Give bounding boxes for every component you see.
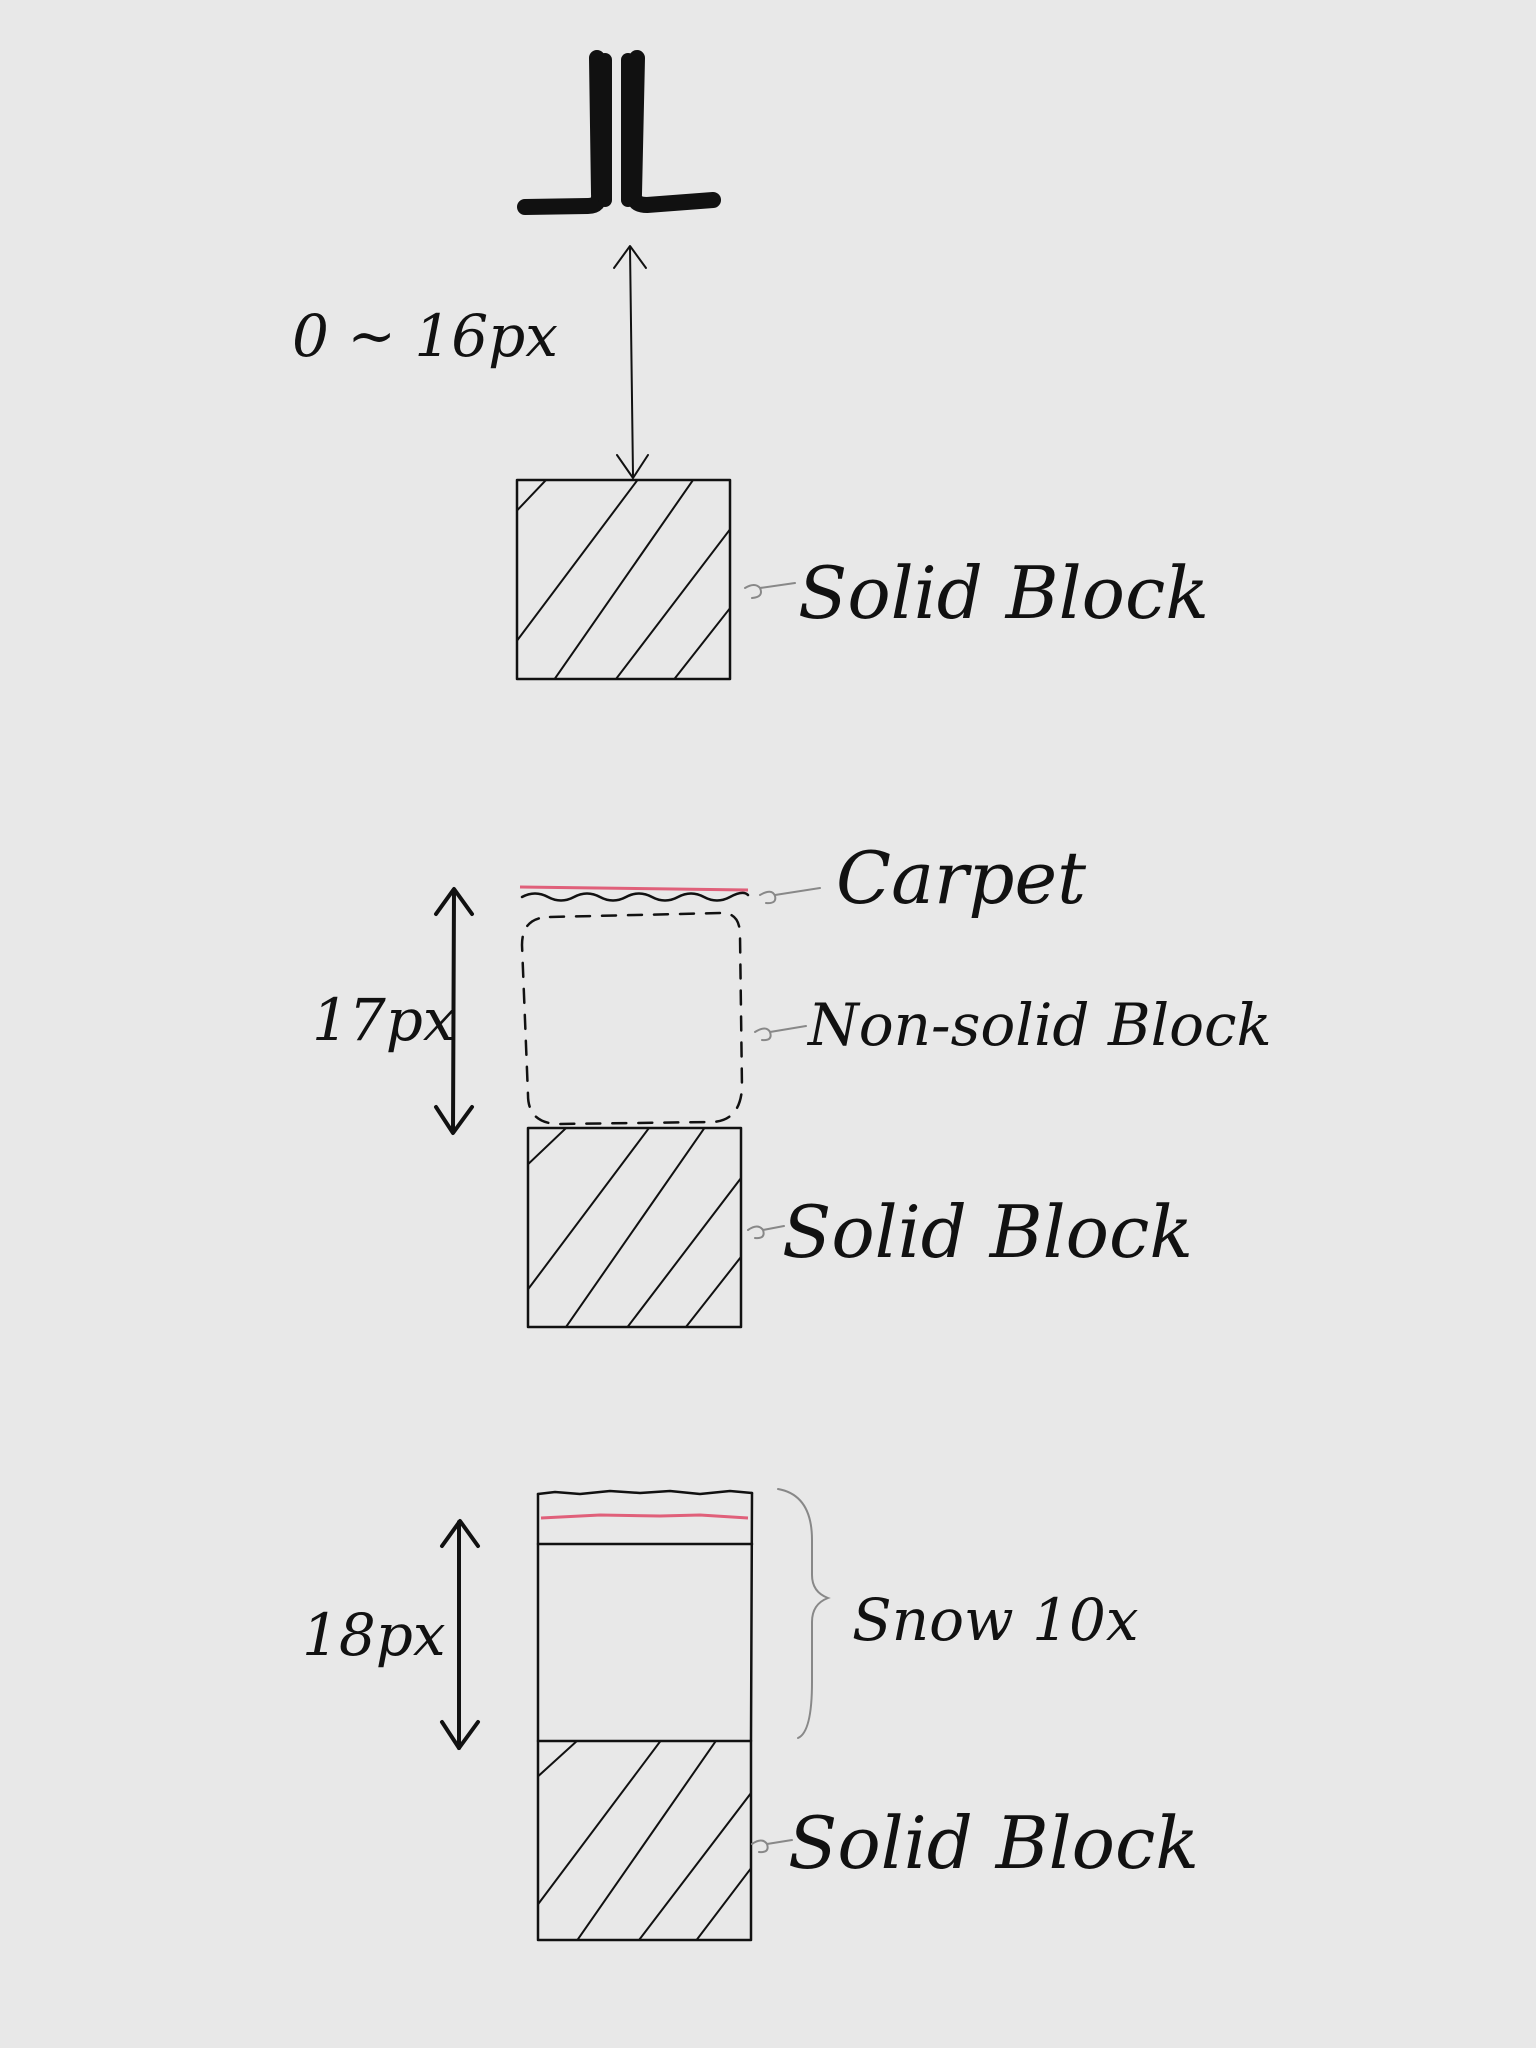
solid-block-label-2: Solid Block [782, 1190, 1193, 1274]
gap-arrow [613, 245, 649, 479]
snow-10x [536, 1489, 754, 1743]
player-feet-icon [517, 50, 721, 215]
dimension-label-17px: 17px [312, 986, 456, 1054]
section-3: Snow 10x 18px Solid Block [302, 1488, 1199, 1942]
section-1: 0 ~ 16px Solid Block [292, 50, 1209, 681]
solid-block-1 [515, 478, 732, 681]
gap-dimension-label: 0 ~ 16px [292, 302, 558, 370]
solid-block-label-3: Solid Block [788, 1801, 1199, 1885]
non-solid-block-label: Non-solid Block [806, 991, 1272, 1059]
snow-brace [777, 1488, 831, 1739]
snow-label: Snow 10x [852, 1586, 1139, 1654]
solid-block-2 [526, 1126, 743, 1329]
carpet [519, 885, 750, 902]
non-solid-block [520, 911, 744, 1126]
solid-block-3 [536, 1739, 753, 1942]
section-2: Carpet Non-solid Block 17px Solid Bl [312, 836, 1272, 1329]
carpet-label: Carpet [836, 836, 1087, 920]
dimension-arrow-17px [434, 887, 474, 1135]
dimension-arrow-18px [440, 1519, 480, 1750]
dimension-label-18px: 18px [302, 1601, 446, 1669]
solid-block-label-1: Solid Block [798, 551, 1209, 635]
